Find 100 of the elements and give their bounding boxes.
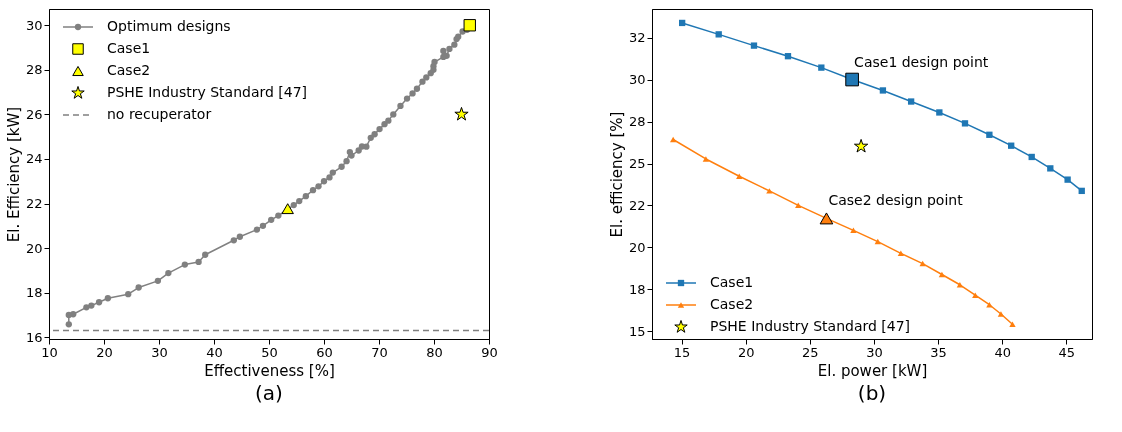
point <box>390 111 397 118</box>
point <box>986 131 993 138</box>
x-axis-title: Effectiveness [%] <box>204 361 335 380</box>
point <box>125 291 132 298</box>
y-tick-label: 28 <box>628 114 646 130</box>
y-tick-label: 26 <box>25 106 43 122</box>
point <box>997 311 1005 317</box>
point <box>431 58 438 66</box>
point <box>253 226 261 233</box>
y-tick-label: 20 <box>628 239 646 255</box>
point <box>419 78 426 85</box>
point <box>135 284 142 291</box>
point <box>70 311 77 318</box>
legend-label: Case2 <box>107 62 151 78</box>
point <box>88 302 95 309</box>
x-tick-label: 40 <box>994 344 1011 360</box>
point <box>463 19 476 32</box>
point <box>845 72 859 87</box>
point <box>1047 165 1054 172</box>
y-tick-label: 16 <box>25 329 43 345</box>
point <box>348 152 355 159</box>
legend-label: Case1 <box>710 274 754 290</box>
point <box>1008 142 1015 149</box>
annotation: Case1 design point <box>854 53 989 70</box>
point <box>326 174 333 181</box>
point <box>440 47 447 55</box>
point <box>938 271 946 278</box>
point <box>259 222 267 229</box>
point <box>819 212 834 225</box>
point <box>1009 321 1016 327</box>
point <box>281 203 294 215</box>
x-tick-label: 30 <box>151 344 168 360</box>
y-tick-label: 28 <box>25 62 43 78</box>
y-tick-label: 22 <box>628 197 646 213</box>
point <box>338 163 345 170</box>
point <box>65 321 72 328</box>
point <box>670 136 677 143</box>
legend-label: PSHE Industry Standard [47] <box>710 318 911 334</box>
x-tick-label: 30 <box>866 344 883 360</box>
point <box>268 216 275 223</box>
point <box>795 202 802 209</box>
point <box>381 121 388 128</box>
point <box>736 173 743 180</box>
point <box>329 169 336 176</box>
point <box>376 125 383 133</box>
text: (b) <box>857 381 887 405</box>
x-tick-label: 25 <box>802 344 819 360</box>
point <box>230 237 237 244</box>
point <box>907 98 915 105</box>
point <box>409 90 416 97</box>
point <box>961 120 969 127</box>
x-tick-label: 10 <box>41 344 58 360</box>
point <box>363 143 370 150</box>
y-tick-label: 18 <box>628 281 646 297</box>
x-tick-label: 15 <box>673 344 691 360</box>
y-tick-label: 15 <box>628 323 646 339</box>
x-tick-label: 20 <box>96 344 113 360</box>
point <box>1078 187 1085 195</box>
point <box>897 250 905 257</box>
x-tick-label: 90 <box>481 344 498 360</box>
point <box>454 106 469 121</box>
y-tick-label: 24 <box>25 151 43 167</box>
x-tick-label: 50 <box>261 344 278 360</box>
point <box>446 45 453 53</box>
point <box>423 74 430 81</box>
point <box>296 197 303 205</box>
point <box>413 85 421 92</box>
point <box>385 117 392 124</box>
y-tick-label: 25 <box>628 156 646 171</box>
x-tick-label: 80 <box>426 344 443 360</box>
point <box>451 41 458 48</box>
point <box>154 277 162 284</box>
x-tick-label: 35 <box>930 344 947 360</box>
point <box>302 193 310 200</box>
legend-label: Optimum designs <box>107 18 231 34</box>
point <box>181 261 189 268</box>
point <box>766 188 773 194</box>
legend-label: no recuperator <box>107 106 212 122</box>
point <box>750 42 758 49</box>
point <box>315 183 322 190</box>
text: (a) <box>255 381 283 405</box>
point <box>936 109 943 116</box>
legend-label: Case1 <box>107 40 151 56</box>
point <box>1064 176 1071 183</box>
y-tick-label: 32 <box>628 30 646 46</box>
y-tick-label: 30 <box>25 17 43 33</box>
x-tick-label: 70 <box>371 344 388 360</box>
point <box>275 212 282 219</box>
y-tick-label: 30 <box>628 72 646 88</box>
point <box>202 251 209 258</box>
x-tick-label: 20 <box>737 344 755 360</box>
point <box>320 178 328 185</box>
point <box>236 233 244 240</box>
point <box>403 95 411 102</box>
point <box>165 269 172 277</box>
x-tick-label: 40 <box>206 344 223 360</box>
x-tick-label: 60 <box>316 344 333 360</box>
point <box>818 64 825 71</box>
y-tick-label: 22 <box>25 196 43 212</box>
y-tick-label: 20 <box>25 240 43 256</box>
